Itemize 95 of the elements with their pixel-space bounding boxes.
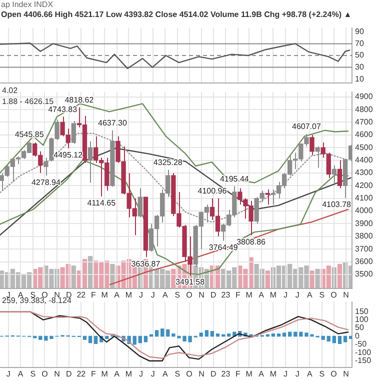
x-tick-label: A [162, 290, 168, 300]
x-tick-label: N [54, 369, 60, 378]
annotation: 4545.85 [14, 130, 44, 139]
y-tick-label: 50 [355, 323, 364, 332]
x-tick-label: 23 [221, 290, 231, 300]
y-tick-label: 70 [355, 38, 364, 48]
annotation: 4278.94 [31, 178, 61, 187]
y-tick-label: 90 [355, 27, 364, 36]
x-tick-label: A [306, 369, 313, 378]
x-tick-label: M [101, 369, 108, 378]
x-tick-label: O [186, 369, 192, 378]
x-tick-label: N [198, 290, 205, 300]
x-tick-label: J [138, 369, 143, 378]
y-tick-label: 3800 [355, 232, 374, 241]
x-tick-label: A [306, 290, 313, 300]
x-tick-label: F [236, 369, 241, 378]
annotation: 4.02 [2, 86, 18, 96]
x-tick-label: J [295, 369, 300, 378]
x-tick-label: F [91, 290, 96, 300]
x-tick-label: J [295, 290, 300, 300]
y-tick-label: 4000 [355, 206, 374, 216]
x-tick-label: A [114, 369, 120, 378]
y-tick-label: 4300 [355, 168, 374, 178]
y-tick-label: 3900 [355, 218, 374, 228]
x-tick-label: D [210, 369, 217, 378]
y-tick-label: 4100 [355, 194, 374, 203]
y-tick-label: 3500 [355, 270, 374, 279]
x-tick-label: S [319, 369, 325, 378]
chart-title: ap Index INDX [0, 0, 54, 10]
x-tick-label: A [114, 290, 120, 300]
x-tick-label: O [186, 290, 192, 300]
x-tick-label: N [343, 290, 350, 300]
annotation: 3636.87 [131, 259, 161, 268]
y-tick-label: 10 [355, 74, 364, 84]
y-tick-label: 0 [355, 331, 360, 340]
x-tick-label: S [174, 290, 180, 300]
x-tick-label: M [125, 369, 132, 378]
x-tick-label: J [283, 369, 288, 378]
y-tick-label: 50 [355, 50, 364, 60]
y-tick-label: 4500 [355, 142, 374, 152]
x-tick-label: F [91, 369, 96, 378]
annotation: 3491.58 [176, 278, 206, 287]
x-tick-label: D [210, 290, 217, 300]
y-tick-label: 4800 [355, 104, 374, 114]
x-tick-label: S [319, 290, 325, 300]
annotation: 4100.96 [198, 186, 228, 196]
y-tick-label: 100 [355, 315, 369, 324]
y-tick-label: 150 [355, 306, 369, 316]
x-tick-label: M [270, 369, 277, 378]
x-tick-label: A [18, 369, 24, 378]
x-tick-label: J [138, 290, 143, 300]
x-tick-label: J [6, 369, 10, 378]
x-tick-label: O [330, 290, 337, 300]
x-tick-label: A [258, 369, 265, 378]
annotation: 1.88 - 4626.15 [2, 97, 54, 106]
y-tick-label: -50 [355, 340, 368, 349]
x-tick-label: 22 [76, 369, 86, 378]
y-tick-label: 30 [355, 62, 364, 72]
annotation: 4325.28 [153, 158, 183, 167]
x-tick-label: N [343, 369, 350, 378]
y-tick-label: -100 [355, 348, 372, 357]
x-tick-label: J [283, 290, 288, 300]
y-tick-label: -150 [355, 356, 372, 366]
annotation: 4495.12 [54, 150, 84, 160]
x-tick-label: M [125, 290, 132, 300]
y-tick-label: 4900 [355, 92, 374, 102]
x-tick-label: M [246, 290, 253, 300]
x-tick-label: N [198, 369, 205, 378]
x-tick-label: F [236, 290, 241, 300]
x-tick-label: D [66, 369, 72, 378]
text: Open 4406.66 High 4521.17 Low 4393.82 Close 4514.02 Volume 11.9B Chg +98.78 (+2.24%) ▲ [0, 10, 353, 20]
annotation: 4103.78 [322, 200, 352, 210]
x-tick-label: A [258, 290, 265, 300]
annotation: 4818.62 [64, 95, 94, 104]
x-tick-label: J [150, 369, 155, 378]
x-tick-label: M [101, 290, 108, 300]
y-tick-label: 3600 [355, 256, 374, 266]
x-tick-label: A [162, 369, 168, 378]
x-tick-label: O [42, 369, 48, 378]
x-tick-label: M [270, 290, 277, 300]
x-tick-label: 22 [76, 290, 86, 300]
y-tick-label: 4600 [355, 130, 374, 140]
x-tick-label: O [330, 369, 337, 378]
annotation: 4114.65 [87, 198, 116, 208]
x-tick-label: J [150, 290, 155, 300]
x-tick-label: S [30, 369, 36, 378]
annotation: 4637.30 [98, 118, 128, 128]
x-tick-label: M [246, 369, 253, 378]
y-tick-label: 4700 [355, 117, 374, 126]
y-tick-label: 3700 [355, 244, 374, 254]
y-tick-label: 4200 [355, 180, 374, 190]
y-tick-label: 4400 [355, 155, 374, 164]
x-tick-label: 23 [221, 369, 231, 378]
x-tick-label: S [174, 369, 180, 378]
annotation: 4607.07 [292, 122, 322, 132]
